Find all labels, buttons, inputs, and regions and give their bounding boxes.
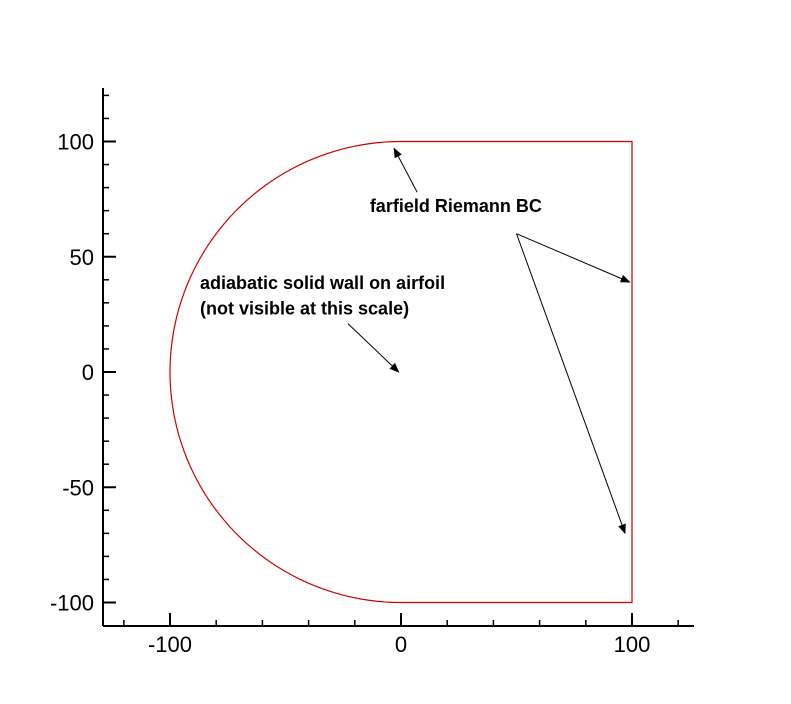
annotation-farfield-arrow xyxy=(393,147,418,193)
y-tick-label: -100 xyxy=(50,591,94,616)
annotation-farfield-arrow xyxy=(516,233,631,283)
y-tick-label: -50 xyxy=(62,475,94,500)
farfield-boundary-arc xyxy=(169,140,402,604)
x-tick-label: -100 xyxy=(148,632,192,657)
annotations: farfield Riemann BC adiabatic solid wall … xyxy=(200,147,631,535)
annotation-solidwall-text: adiabatic solid wall on airfoil xyxy=(200,273,445,293)
y-tick-label: 0 xyxy=(82,360,94,385)
annotation-solidwall-text: (not visible at this scale) xyxy=(200,298,409,318)
y-tick-label: 100 xyxy=(57,130,94,155)
annotation-solidwall-arrow xyxy=(347,323,400,373)
axes: 100 50 0 -50 -100 -100 0 100 xyxy=(50,88,694,657)
boundary-layer xyxy=(169,140,633,604)
y-tick-label: 50 xyxy=(70,245,94,270)
farfield-boundary-rect xyxy=(401,140,633,604)
x-tick-label: 100 xyxy=(614,632,651,657)
annotation-farfield-arrow xyxy=(516,233,626,535)
x-tick-label: 0 xyxy=(395,632,407,657)
annotation-farfield-text: farfield Riemann BC xyxy=(370,196,542,216)
